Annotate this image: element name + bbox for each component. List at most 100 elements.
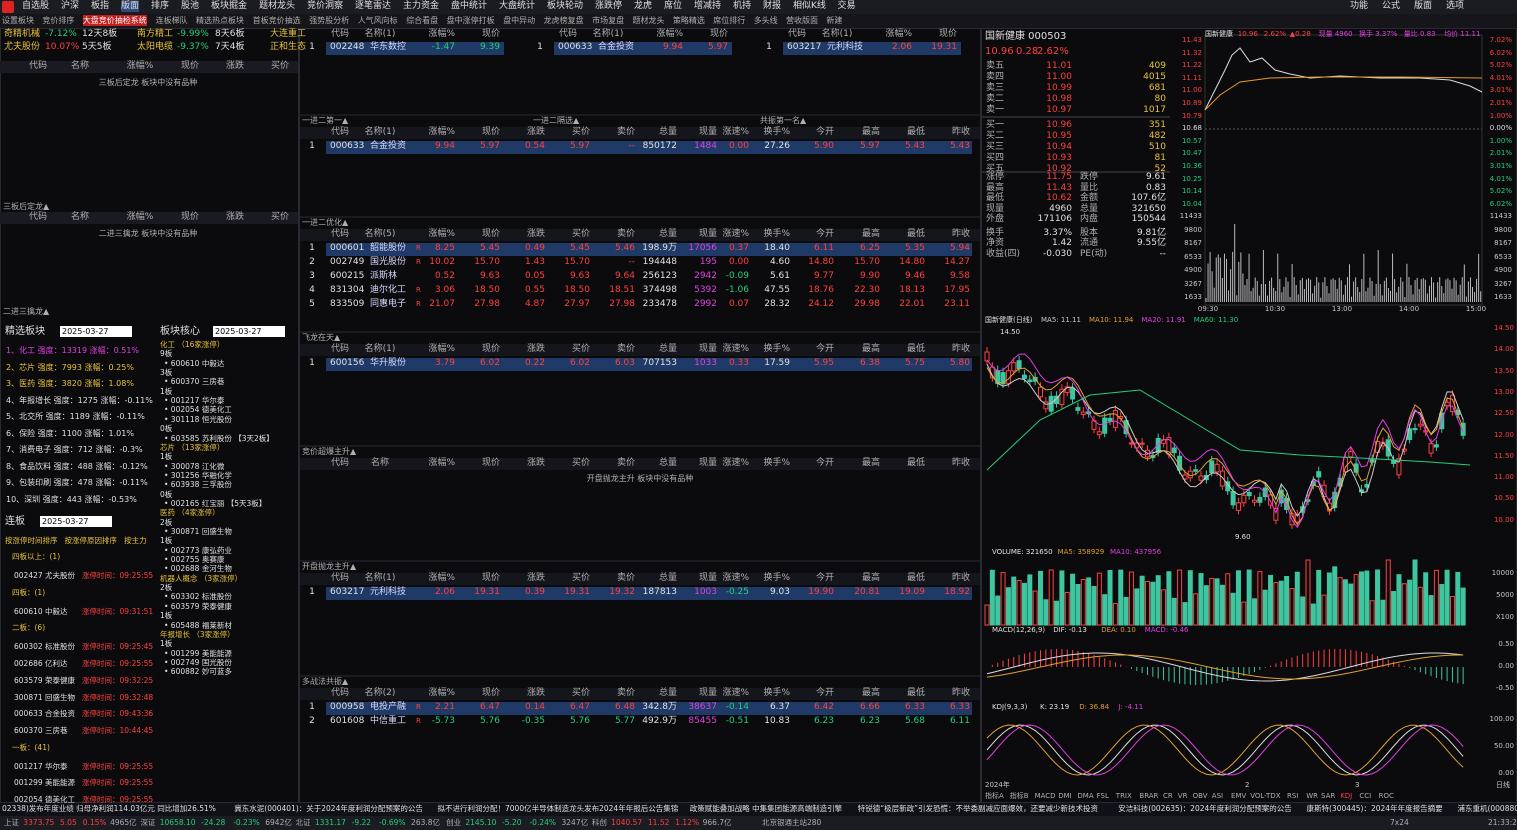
menu-item[interactable]: 股池 — [181, 1, 200, 11]
sector-item[interactable]: 2、芯片 强度：7993 涨幅：0.25% — [6, 362, 134, 372]
menu-item[interactable]: 沪深 — [61, 1, 80, 11]
sector-item[interactable]: 3、医药 强度：3820 涨幅：1.08% — [6, 379, 134, 388]
menu-item[interactable]: 交易 — [837, 1, 856, 11]
menu-item[interactable]: 增减持 — [694, 1, 722, 11]
tab[interactable]: 营收版面 — [786, 16, 818, 25]
news-item[interactable]: 拟不进行利润分配！7000亿半导体制造龙头发布2024年年报后公告集锦 — [437, 804, 679, 813]
tab[interactable]: 盘中异动 — [503, 16, 536, 25]
menu-item[interactable]: 板块轮动 — [547, 1, 584, 11]
menu-item[interactable]: 盘中统计 — [451, 1, 488, 11]
column-header: 买价 — [270, 212, 290, 222]
column-header: 现价 — [938, 29, 957, 39]
indicator-tab[interactable]: OBV — [1192, 792, 1208, 800]
indicator-tab[interactable]: DMA — [1077, 792, 1094, 800]
tab[interactable]: 连板梯队 — [155, 16, 188, 25]
column-header: 最高 — [861, 688, 880, 698]
tab[interactable]: 竞价排序 — [42, 16, 75, 25]
indicator-tab[interactable]: VOL-TDX — [1250, 792, 1281, 800]
volume-bar — [1364, 570, 1370, 626]
indicator-tab[interactable]: RSI — [1287, 792, 1299, 800]
news-item[interactable]: 02338)发布年度业绩 归母净利润114.03亿元 同比增加26.51% — [2, 804, 216, 813]
tab[interactable]: 席位排行 — [713, 16, 746, 25]
indicator-tab[interactable]: SAR — [1321, 792, 1336, 800]
menu-item[interactable]: 选项 — [1446, 1, 1465, 11]
indicator-tab[interactable]: ROC — [1378, 792, 1394, 800]
indicator-tab[interactable]: VR — [1177, 792, 1188, 800]
menu-item[interactable]: 机持 — [733, 1, 752, 11]
indicator-tab[interactable]: 指标A — [985, 792, 1004, 800]
sector-item[interactable]: 9、包装印刷 强度：478 涨幅：-0.11% — [6, 478, 148, 487]
sector-item[interactable]: 5、北交所 强度：1189 涨幅：-0.11% — [6, 412, 145, 421]
volume-bar — [1284, 575, 1290, 626]
news-item[interactable]: 特锐德“极层新政”引发恐慌：不举委副减应面爆效，还要减少新技术投资 — [857, 804, 1098, 813]
menu-item[interactable]: 题材龙头 — [259, 1, 296, 11]
tab[interactable]: 市场复盘 — [592, 16, 625, 25]
indicator-tab[interactable]: 指标B — [1009, 792, 1029, 800]
sector-item[interactable]: 8、食品饮料 强度：488 涨幅：-0.12% — [6, 461, 148, 471]
sector-item[interactable]: 1、化工 强度：13319 涨幅：0.51% — [6, 346, 140, 355]
tab[interactable]: 策略精选 — [672, 16, 705, 25]
tab[interactable]: 题材龙头 — [632, 16, 665, 25]
tab[interactable]: 新建 — [826, 16, 843, 25]
news-item[interactable]: 冀东水泥(000401)：关于2024年度利润分配预案的公告 — [234, 804, 423, 813]
tab[interactable]: 盘中涨停打板 — [446, 16, 495, 25]
menu-item[interactable]: 龙虎 — [634, 1, 653, 11]
tab[interactable]: 设置板块 — [2, 16, 34, 25]
news-item[interactable]: 浦东重机(000880) — [1457, 804, 1517, 813]
news-item[interactable]: 康斯特(300445)：2024年年度报告摘要 — [1306, 804, 1443, 813]
menu-item[interactable]: 大盘统计 — [499, 1, 536, 11]
indicator-tab[interactable]: KDJ — [1340, 792, 1353, 800]
menu-item[interactable]: 自选股 — [22, 1, 50, 11]
legend: MA10: 437956 — [1110, 548, 1162, 556]
news-item[interactable]: 安洁科技(002635)：2024年度利润分配预案的公告 — [1118, 804, 1292, 813]
menu-item[interactable]: 功能 — [1350, 1, 1369, 11]
menu-item[interactable]: 涨跌停 — [595, 1, 623, 11]
indicator-tab[interactable]: CCI — [1359, 792, 1372, 800]
menu-item[interactable]: 公式 — [1382, 1, 1401, 11]
menu-item[interactable]: 相似K线 — [793, 1, 826, 11]
sector-item[interactable]: 7、消费电子 强度：712 涨幅：-0.3% — [6, 445, 143, 454]
tab[interactable]: 大盘竞价抽检系统 — [82, 15, 147, 26]
tab[interactable]: 综合看盘 — [406, 16, 439, 25]
indicator-tab[interactable]: MACD — [1034, 792, 1056, 800]
column-header: 今开 — [815, 573, 834, 583]
menu-item[interactable]: 版面 — [1414, 1, 1433, 11]
menu-item[interactable]: 板指 — [91, 1, 110, 11]
indicator-tab[interactable]: BRAR — [1139, 792, 1159, 800]
news-item[interactable]: 政策赋能叠加战略 中集集团能源高端制造引擎 — [689, 804, 843, 813]
tab[interactable]: 多头线 — [753, 16, 778, 25]
indicator-tab[interactable]: WR — [1306, 792, 1318, 800]
y-label: 0.00 — [1498, 662, 1514, 670]
y-label: 11.50 — [1493, 451, 1514, 460]
sector-item[interactable]: 6、保险 强度：1100 涨幅：1.01% — [6, 428, 134, 438]
core-line: 3板 — [160, 368, 173, 378]
indicator-tab[interactable]: CR — [1163, 792, 1173, 800]
sort-tab[interactable]: 按涨停时间排序 — [5, 536, 58, 545]
price-line — [1204, 47, 1483, 111]
menu-item[interactable]: 板块掘金 — [211, 1, 248, 11]
sort-tab[interactable]: 按涨停原因排序 — [64, 536, 118, 545]
menu-item[interactable]: 财报 — [763, 1, 782, 11]
menu-item[interactable]: 主力资金 — [403, 1, 440, 11]
menu-item[interactable]: 逐笔雷达 — [355, 1, 392, 11]
sector-item[interactable]: 4、年报增长 强度：1275 涨幅：-0.11% — [6, 395, 153, 405]
tab[interactable]: 龙虎榜复盘 — [543, 16, 584, 25]
menu-item[interactable]: 竞价洞察 — [307, 1, 344, 11]
tab[interactable]: 首板竞价抽选 — [252, 16, 301, 25]
tab[interactable]: 人气风向标 — [357, 16, 398, 25]
menu-item[interactable]: 版面 — [121, 1, 140, 12]
menu-item[interactable]: 排序 — [151, 1, 170, 11]
indicator-tab[interactable]: FSL — [1096, 792, 1109, 800]
cell: 0.22 — [524, 358, 545, 368]
cell: 29.98 — [854, 299, 880, 309]
indicator-tab[interactable]: DMI — [1058, 792, 1072, 800]
sort-tab[interactable]: 按主力 — [124, 536, 147, 545]
indicator-tab[interactable]: ASI — [1211, 792, 1224, 800]
volume-bar — [1359, 571, 1364, 626]
indicator-tab[interactable]: TRIX — [1115, 792, 1132, 800]
indicator-tab[interactable]: EMV — [1231, 792, 1247, 800]
tab[interactable]: 强势股分析 — [309, 16, 350, 25]
sector-item[interactable]: 10、深圳 强度：443 涨幅：-0.53% — [6, 494, 137, 504]
menu-item[interactable]: 席位 — [664, 1, 683, 11]
tab[interactable]: 精选热点板块 — [196, 16, 244, 25]
